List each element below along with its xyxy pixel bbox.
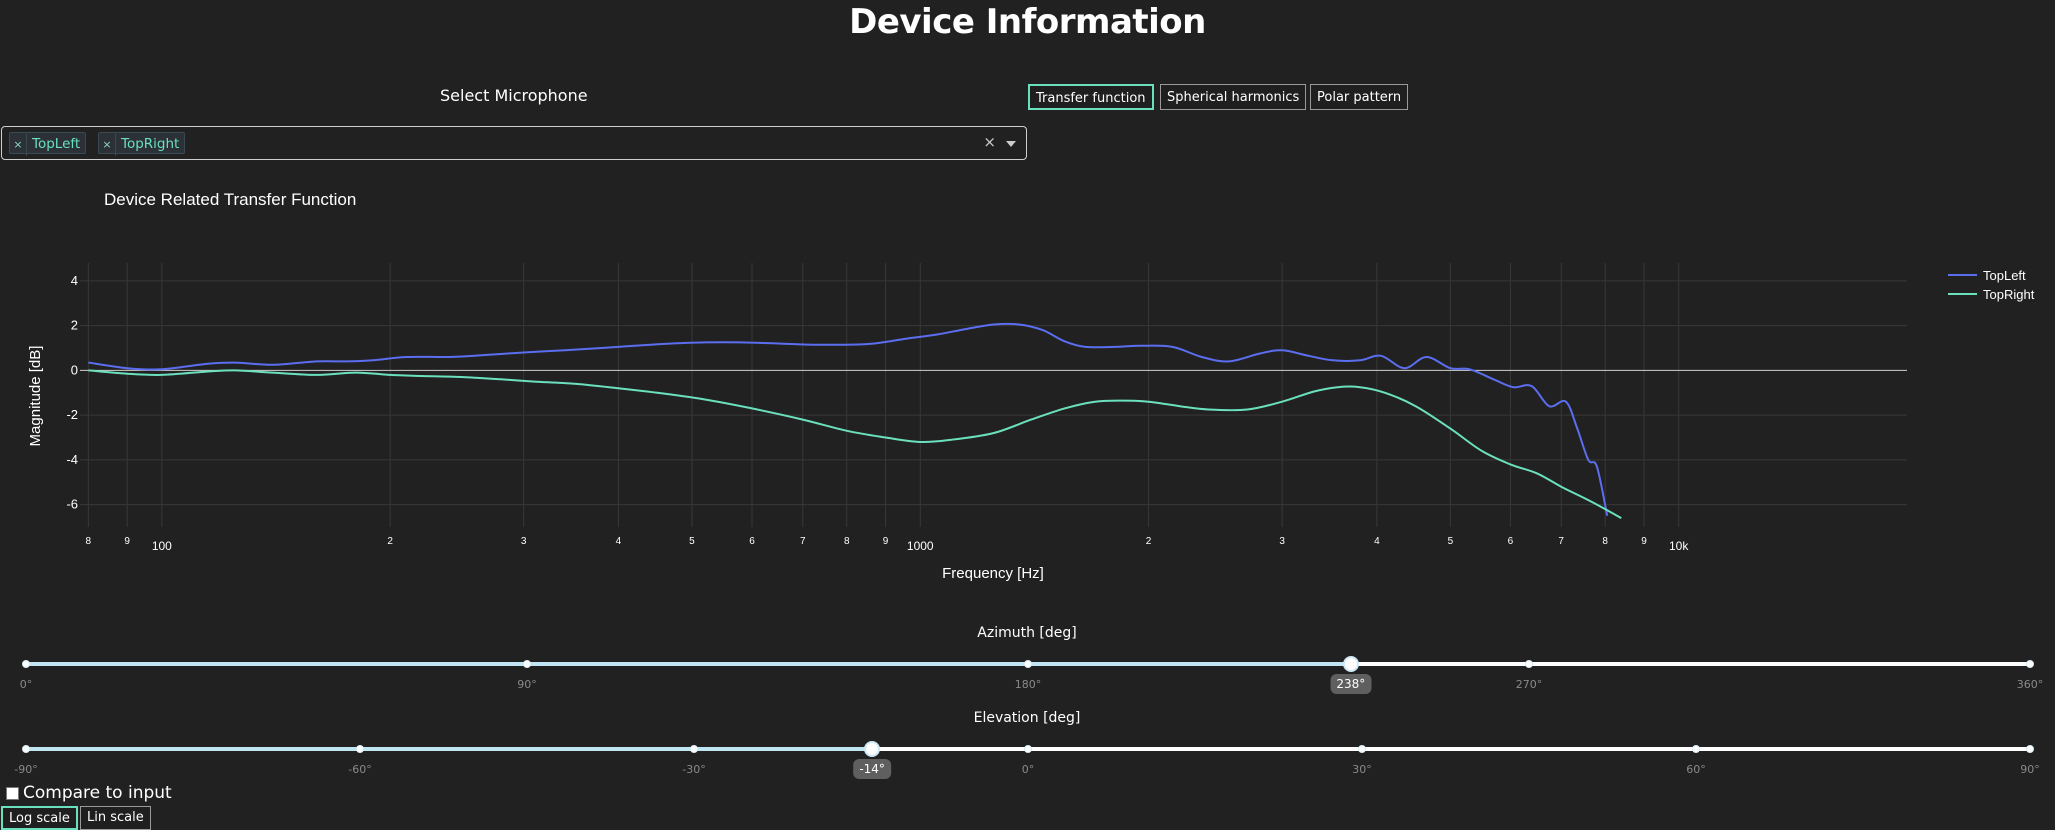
slider-step-dot[interactable] — [22, 745, 30, 753]
chart-title: Device Related Transfer Function — [104, 190, 356, 209]
legend-label-topleft: TopLeft — [1983, 268, 2026, 283]
azimuth-mark: 0° — [19, 678, 33, 691]
slider-handle[interactable] — [1342, 656, 1359, 672]
slider-step-dot[interactable] — [690, 745, 698, 753]
log-scale-button[interactable]: Log scale — [1, 806, 78, 830]
y-tick-label: -2 — [66, 407, 78, 422]
elevation-slider-title: Elevation [deg] — [973, 710, 1081, 726]
x-tick-label: 9 — [1641, 536, 1647, 547]
chip-topleft: × TopLeft — [9, 132, 87, 156]
elevation-mark: -30° — [682, 763, 706, 776]
x-tick-label: 100 — [152, 539, 172, 553]
slider-step-dot[interactable] — [523, 660, 531, 668]
elevation-slider[interactable] — [22, 741, 2034, 777]
page-title: Device Information — [849, 2, 1206, 42]
compare-to-input-checkbox[interactable]: Compare to input — [6, 783, 172, 803]
elevation-value-tooltip: -14° — [853, 759, 891, 779]
series-lines — [88, 322, 1622, 519]
x-tick-label: 2 — [387, 536, 393, 547]
series-line-topleft — [88, 322, 1609, 517]
slider-step-dot[interactable] — [1692, 745, 1700, 753]
elevation-mark: 0° — [1021, 763, 1035, 776]
transfer-function-chart: Device Related Transfer Function 8 9 100 2 3… — [27, 190, 2035, 582]
azimuth-slider-title: Azimuth [deg] — [977, 625, 1077, 641]
azimuth-value-tooltip: 238° — [1330, 674, 1372, 694]
x-tick-label: 6 — [1508, 536, 1514, 547]
elevation-mark: 60° — [1686, 763, 1706, 776]
azimuth-fill — [26, 662, 1351, 666]
y-tick-label: -6 — [66, 497, 78, 512]
tab-spherical-harmonics[interactable]: Spherical harmonics — [1160, 84, 1307, 110]
x-tick-label: 10k — [1669, 539, 1689, 553]
axis-ticks: 8 9 100 2 3 4 5 6 7 8 9 1000 2 3 4 5 6 7 8 9 10k 4 2 0 -2 -4 -6 — [66, 273, 1689, 553]
x-tick-label: 8 — [86, 536, 92, 547]
legend-item-topleft[interactable]: TopLeft — [1948, 268, 2026, 283]
x-tick-label: 9 — [124, 536, 130, 547]
x-tick-label: 7 — [1558, 536, 1564, 547]
chip-topright: × TopRight — [98, 132, 186, 156]
azimuth-mark: 360° — [2016, 678, 2044, 691]
chip-remove-icon[interactable]: × — [99, 134, 116, 156]
chip-label: TopRight — [121, 136, 180, 152]
legend-item-topright[interactable]: TopRight — [1948, 287, 2035, 302]
x-tick-label: 3 — [1279, 536, 1285, 547]
slider-step-dot[interactable] — [1525, 660, 1533, 668]
x-tick-label: 1000 — [907, 539, 934, 553]
tab-transfer-function[interactable]: Transfer function — [1028, 84, 1154, 110]
tab-polar-pattern[interactable]: Polar pattern — [1310, 84, 1409, 110]
checkbox-box[interactable] — [6, 786, 19, 800]
y-tick-label: 2 — [71, 318, 78, 333]
x-tick-label: 4 — [616, 536, 622, 547]
slider-step-dot[interactable] — [356, 745, 364, 753]
series-line-topright — [88, 369, 1622, 519]
slider-handle[interactable] — [864, 741, 881, 757]
azimuth-slider[interactable] — [22, 656, 2034, 692]
x-tick-label: 5 — [689, 536, 695, 547]
lin-scale-button[interactable]: Lin scale — [80, 806, 151, 830]
elevation-mark: 90° — [2020, 763, 2040, 776]
legend-label-topright: TopRight — [1983, 287, 2035, 302]
x-tick-label: 5 — [1448, 536, 1454, 547]
elevation-mark: -60° — [348, 763, 372, 776]
legend: TopLeft TopRight — [1948, 268, 2035, 302]
slider-step-dot[interactable] — [22, 660, 30, 668]
x-tick-label: 8 — [844, 536, 850, 547]
clear-selection-icon[interactable]: × — [983, 133, 996, 151]
azimuth-mark: 270° — [1515, 678, 1543, 691]
x-tick-label: 2 — [1146, 536, 1152, 547]
slider-step-dot[interactable] — [1358, 745, 1366, 753]
elevation-mark: 30° — [1352, 763, 1372, 776]
slider-step-dot[interactable] — [1024, 745, 1032, 753]
select-microphone-label: Select Microphone — [440, 86, 588, 105]
x-tick-label: 8 — [1602, 536, 1608, 547]
y-tick-label: 4 — [71, 273, 78, 288]
slider-step-dot[interactable] — [1024, 660, 1032, 668]
grid-lines — [80, 263, 1907, 527]
y-axis-label: Magnitude [dB] — [27, 346, 44, 447]
x-tick-label: 6 — [749, 536, 755, 547]
chip-remove-icon[interactable]: × — [10, 134, 27, 156]
compare-to-input-label: Compare to input — [23, 783, 172, 803]
y-tick-label: 0 — [71, 362, 78, 377]
x-tick-label: 9 — [883, 536, 889, 547]
slider-step-dot[interactable] — [2026, 660, 2034, 668]
x-axis-label: Frequency [Hz] — [942, 565, 1044, 582]
slider-step-dot[interactable] — [2026, 745, 2034, 753]
x-tick-label: 7 — [800, 536, 806, 547]
elevation-fill — [26, 747, 873, 751]
azimuth-mark: 90° — [517, 678, 537, 691]
chip-label: TopLeft — [32, 136, 81, 152]
microphone-multiselect[interactable]: × TopLeft × TopRight × — [1, 126, 1027, 160]
azimuth-mark: 180° — [1014, 678, 1042, 691]
elevation-mark: -90° — [14, 763, 38, 776]
y-tick-label: -4 — [66, 452, 78, 467]
chevron-down-icon[interactable] — [1006, 141, 1016, 147]
x-tick-label: 4 — [1374, 536, 1380, 547]
x-tick-label: 3 — [521, 536, 527, 547]
